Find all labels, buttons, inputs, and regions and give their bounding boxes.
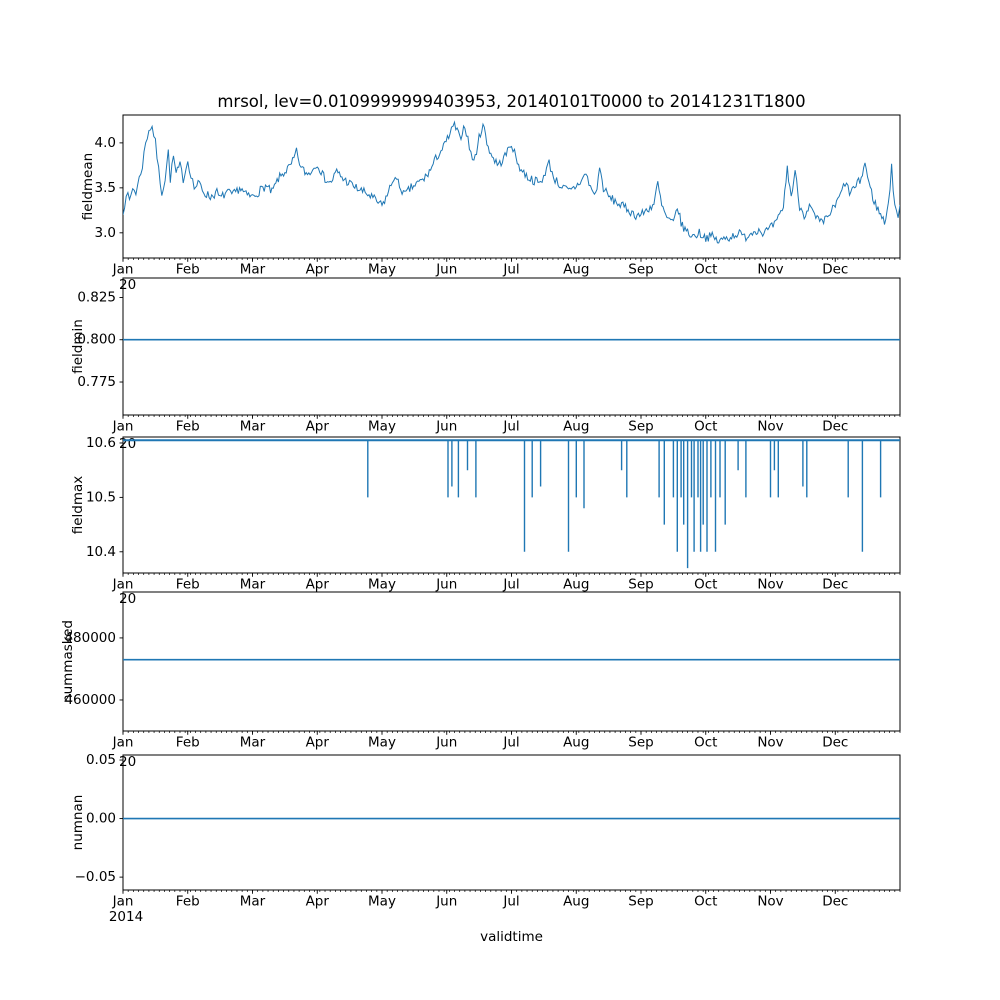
stray-year-fragment: 20 [119, 591, 136, 607]
y-tick-label: 10.6 [86, 435, 116, 451]
x-tick-label-may: May [368, 419, 396, 435]
x-tick-label-nov: Nov [757, 262, 783, 278]
x-tick-label-dec: Dec [822, 419, 848, 435]
x-tick-label-apr: Apr [306, 577, 330, 593]
x-tick-label-jul: Jul [502, 262, 519, 278]
x-axis-label: validtime [480, 929, 543, 945]
y-tick-label: 0.05 [86, 752, 116, 768]
x-tick-label-dec: Dec [822, 577, 848, 593]
x-tick-label-dec: Dec [822, 735, 848, 751]
x-tick-label-may: May [368, 894, 396, 910]
x-tick-label-mar: Mar [240, 894, 266, 910]
x-tick-label-nov: Nov [757, 894, 783, 910]
y-tick-label: 3.5 [95, 180, 116, 196]
x-tick-label-jan: Jan [112, 419, 134, 435]
x-tick-label-sep: Sep [628, 735, 653, 751]
series-fieldmean [123, 120, 900, 244]
x-tick-label-oct: Oct [694, 419, 717, 435]
x-tick-label-jul: Jul [502, 419, 519, 435]
y-tick-label: 3.0 [95, 225, 116, 241]
axes-frame [122, 591, 901, 732]
y-tick-label: 0.825 [77, 289, 116, 305]
y-tick-label: 10.4 [86, 544, 116, 560]
y-tick-label: 480000 [64, 630, 116, 646]
x-tick-label-sep: Sep [628, 577, 653, 593]
ylabel-fieldmean: fieldmean [80, 153, 96, 220]
x-tick-label-sep: Sep [628, 262, 653, 278]
x-tick-label-apr: Apr [306, 262, 330, 278]
x-tick-label-jul: Jul [502, 894, 519, 910]
x-tick-label-nov: Nov [757, 419, 783, 435]
x-tick-label-jun: Jun [435, 735, 457, 751]
subplot-fieldmean: 3.0 3.5 4.0 Jan Feb Mar Apr May Jun Jul Aug Sep Oct N… [80, 114, 901, 278]
stray-year-fragment: 20 [119, 754, 136, 770]
subplot-nummasked: 460000 480000 Jan Feb Mar Apr May Jun Jul Aug Sep O… [60, 591, 901, 751]
subplot-fieldmax: 10.4 10.5 10.6 Jan Feb Mar Apr May Jun Jul Aug Sep O… [70, 435, 901, 593]
x-tick-label-feb: Feb [176, 419, 200, 435]
y-tick-label: 10.5 [86, 489, 116, 505]
x-tick-label-aug: Aug [563, 577, 589, 593]
subplot-fieldmin: 0.775 0.800 0.825 Jan Feb Mar Apr May Jun Jul Aug S… [70, 277, 901, 435]
x-tick-label-aug: Aug [563, 419, 589, 435]
x-tick-label-nov: Nov [757, 735, 783, 751]
x-tick-label-apr: Apr [306, 894, 330, 910]
x-tick-label-nov: Nov [757, 577, 783, 593]
x-tick-label-mar: Mar [240, 577, 266, 593]
x-tick-label-jan: Jan [112, 577, 134, 593]
x-tick-label-jun: Jun [435, 262, 457, 278]
subplot-numnan: −0.05 0.00 0.05 Jan Feb Mar Apr May Jun Jul Aug Sep… [70, 752, 901, 910]
stray-year-fragment: 20 [119, 277, 136, 293]
x-tick-label-dec: Dec [822, 262, 848, 278]
x-tick-label-apr: Apr [306, 419, 330, 435]
y-tick-label: −0.05 [75, 869, 116, 885]
x-tick-label-may: May [368, 262, 396, 278]
x-tick-label-oct: Oct [694, 577, 717, 593]
stray-year-fragment: 20 [119, 436, 136, 452]
x-tick-label-oct: Oct [694, 262, 717, 278]
x-tick-label-apr: Apr [306, 735, 330, 751]
axes-frame [122, 436, 901, 574]
chart-title: mrsol, lev=0.0109999999403953, 20140101T… [217, 92, 806, 111]
ylabel-fieldmin: fieldmin [70, 319, 86, 374]
x-offset-label: 2014 [109, 909, 143, 925]
y-tick-label: 0.00 [86, 811, 116, 827]
x-tick-label-aug: Aug [563, 262, 589, 278]
x-tick-label-jan: Jan [112, 262, 134, 278]
x-tick-label-aug: Aug [563, 735, 589, 751]
ylabel-fieldmax: fieldmax [70, 476, 86, 535]
x-tick-label-jun: Jun [435, 419, 457, 435]
y-tick-label: 460000 [64, 692, 116, 708]
x-tick-label-mar: Mar [240, 735, 266, 751]
ylabel-numnan: numnan [70, 795, 86, 851]
ylabel-nummasked: nummasked [60, 620, 76, 703]
x-tick-label-may: May [368, 577, 396, 593]
x-tick-label-feb: Feb [176, 577, 200, 593]
x-tick-label-aug: Aug [563, 894, 589, 910]
y-tick-label: 4.0 [95, 135, 116, 151]
x-tick-label-oct: Oct [694, 735, 717, 751]
x-tick-label-feb: Feb [176, 735, 200, 751]
x-tick-label-jun: Jun [435, 894, 457, 910]
series-fieldmax-spikes [123, 439, 900, 569]
x-tick-label-feb: Feb [176, 894, 200, 910]
x-tick-label-oct: Oct [694, 894, 717, 910]
x-tick-label-jul: Jul [502, 577, 519, 593]
y-tick-label: 0.800 [77, 332, 116, 348]
x-tick-label-dec: Dec [822, 894, 848, 910]
axes-frame [122, 277, 901, 416]
y-tick-label: 0.775 [77, 374, 116, 390]
axes-frame [122, 754, 901, 891]
x-tick-label-mar: Mar [240, 262, 266, 278]
x-tick-label-jan: Jan [112, 735, 134, 751]
x-tick-label-sep: Sep [628, 419, 653, 435]
x-tick-label-jul: Jul [502, 735, 519, 751]
x-tick-label-may: May [368, 735, 396, 751]
x-tick-label-mar: Mar [240, 419, 266, 435]
x-tick-label-jun: Jun [435, 577, 457, 593]
x-tick-label-jan: Jan [112, 894, 134, 910]
x-tick-label-feb: Feb [176, 262, 200, 278]
x-tick-label-sep: Sep [628, 894, 653, 910]
